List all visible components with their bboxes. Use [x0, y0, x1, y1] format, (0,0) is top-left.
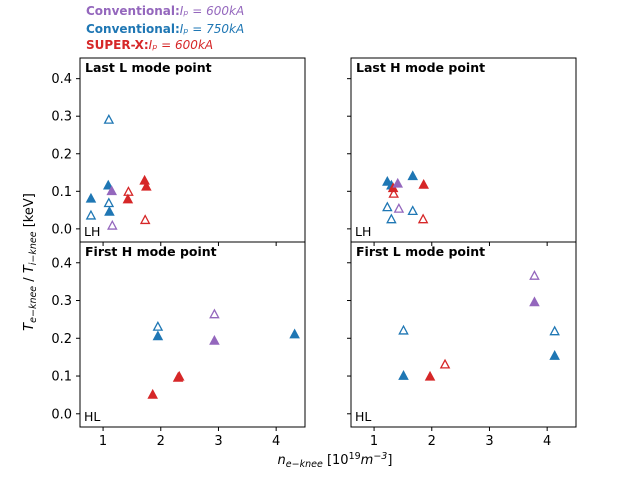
panel-frame	[350, 241, 577, 428]
data-point	[85, 192, 97, 203]
x-tick-label: 1	[99, 434, 107, 449]
y-tick-label: 0.1	[51, 185, 72, 200]
data-point	[103, 197, 115, 208]
legend-conventional-600: Conventional:Iₚ = 600kA	[86, 4, 244, 18]
y-tick-label: 0.3	[51, 110, 72, 125]
y-tick-label: 0.0	[51, 222, 72, 237]
data-point	[104, 205, 115, 216]
data-point	[407, 170, 419, 181]
x-tick-label: 2	[428, 434, 436, 449]
x-tick-label: 4	[272, 434, 280, 449]
data-point	[103, 113, 115, 124]
data-point	[289, 328, 300, 339]
y-tick-label: 0.4	[51, 256, 72, 271]
data-point	[398, 370, 409, 380]
data-point	[386, 213, 397, 224]
legend-current: Iₚ = 750kA	[179, 22, 245, 36]
y-tick-label: 0.4	[51, 72, 72, 87]
x-tick-label: 4	[543, 434, 551, 449]
data-point	[393, 202, 405, 213]
data-point	[424, 370, 436, 381]
data-point	[549, 350, 560, 360]
data-point	[123, 186, 134, 196]
data-point	[407, 205, 419, 216]
legend-label: Conventional:	[86, 22, 180, 36]
x-tick-label: 1	[370, 434, 378, 449]
legend-label: Conventional:	[86, 4, 180, 18]
y-tick-label: 0.3	[51, 294, 72, 309]
y-axis-label: Te−knee / Ti−knee [keV]	[22, 193, 39, 331]
data-point	[439, 358, 451, 369]
panel-title: Last L mode point	[85, 60, 212, 75]
data-point	[141, 180, 152, 191]
data-point	[152, 330, 164, 341]
data-point	[549, 325, 560, 336]
data-point	[139, 214, 151, 225]
data-point	[85, 209, 97, 220]
data-point	[392, 177, 404, 188]
legend-current: Iₚ = 600kA	[148, 38, 214, 52]
legend-label: SUPER-X:	[86, 38, 149, 52]
data-point	[398, 324, 409, 335]
data-point	[529, 296, 540, 307]
data-point	[388, 187, 399, 198]
data-point	[382, 201, 393, 212]
panel-frame	[350, 57, 577, 243]
legend-current: Iₚ = 600kA	[179, 4, 245, 18]
panel-corner-label: HL	[355, 409, 371, 424]
x-tick-label: 3	[485, 434, 493, 449]
panel-corner-label: LH	[355, 224, 371, 239]
panel-title: First H mode point	[85, 244, 217, 259]
data-point	[152, 320, 164, 331]
data-point	[418, 178, 429, 189]
y-tick-label: 0.0	[51, 407, 72, 422]
data-point	[122, 193, 134, 204]
y-tick-label: 0.2	[51, 332, 72, 347]
panel-corner-label: HL	[84, 409, 100, 424]
data-point	[417, 213, 429, 224]
panel-corner-label: LH	[84, 224, 100, 239]
panel-frame	[79, 241, 306, 428]
data-point	[107, 219, 118, 230]
x-tick-label: 2	[157, 434, 165, 449]
data-point	[382, 175, 393, 186]
data-point	[147, 388, 158, 399]
data-point	[172, 371, 184, 382]
y-tick-label: 0.2	[51, 147, 72, 162]
x-tick-label: 3	[214, 434, 222, 449]
panel-title: First L mode point	[356, 244, 485, 259]
y-tick-label: 0.1	[51, 370, 72, 385]
x-axis-label: ne−knee [1019m−3]	[278, 451, 393, 470]
panel-title: Last H mode point	[356, 60, 485, 75]
data-point	[106, 185, 118, 196]
data-point	[139, 174, 150, 185]
data-point	[209, 334, 220, 345]
data-point	[102, 179, 114, 190]
legend-conventional-750: Conventional:Iₚ = 750kA	[86, 22, 244, 36]
data-point	[529, 270, 540, 280]
legend-superx-600: SUPER-X:Iₚ = 600kA	[86, 38, 213, 52]
data-point	[209, 308, 220, 319]
